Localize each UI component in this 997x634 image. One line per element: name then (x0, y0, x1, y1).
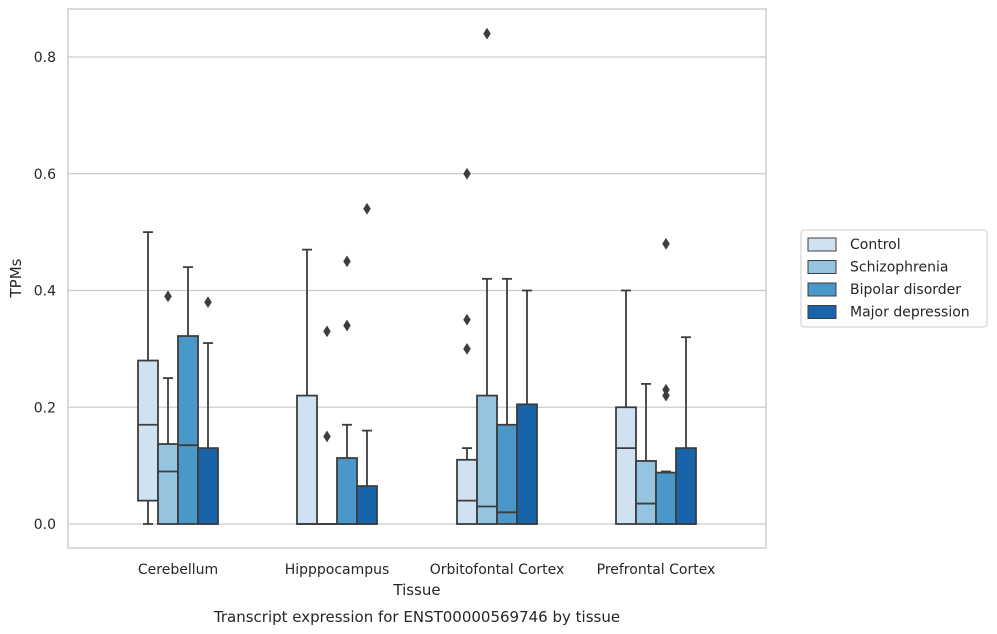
y-tick-label: 0.4 (34, 284, 56, 300)
legend-label: Major depression (850, 305, 970, 321)
outlier-point (483, 27, 491, 40)
box-schizophrenia (476, 27, 498, 525)
y-tick-label: 0.0 (34, 517, 56, 533)
x-tick-label: Hipppocampus (285, 562, 390, 578)
legend-swatch (807, 260, 837, 274)
outlier-point (343, 319, 351, 332)
box-bipolar-disorder (655, 237, 677, 525)
outlier-point (662, 383, 670, 396)
outlier-point (323, 430, 331, 443)
box-bipolar-disorder (177, 266, 199, 525)
y-tick-label: 0.6 (34, 167, 56, 183)
box-body (476, 394, 498, 525)
y-axis-title: TPMs (7, 258, 25, 298)
plot-frame (67, 8, 767, 549)
outlier-point (662, 237, 670, 250)
outlier-point (463, 313, 471, 326)
legend-swatch (807, 282, 837, 297)
x-tick-label: Cerebellum (138, 562, 218, 578)
x-axis-title: Tissue (392, 581, 440, 599)
box-body (635, 460, 657, 525)
y-tick-label: 0.2 (34, 400, 56, 416)
outlier-point (323, 325, 331, 338)
legend-label: Control (850, 237, 901, 253)
box-schizophrenia (316, 325, 338, 525)
y-axis-ticks: 0.0 0.2 0.4 0.6 0.8 (34, 50, 56, 533)
box-body (296, 394, 318, 525)
legend-swatch (807, 237, 837, 252)
box-control (615, 289, 637, 525)
outlier-point (164, 290, 172, 303)
box-body (336, 457, 358, 525)
box-body (197, 447, 219, 525)
box-control (137, 231, 159, 525)
outlier-point (343, 255, 351, 268)
box-control (456, 167, 478, 525)
outlier-point (204, 296, 212, 309)
box-body (177, 335, 199, 525)
legend: Control Schizophrenia Bipolar disorder Majo… (800, 229, 988, 328)
box-major-depression (675, 336, 697, 525)
y-tick-label: 0.8 (34, 50, 56, 66)
legend-label: Schizophrenia (850, 260, 948, 276)
box-body (675, 447, 697, 525)
chart-title: Transcript expression for ENST0000056974… (213, 608, 620, 626)
box-body (456, 458, 478, 525)
outlier-point (463, 342, 471, 355)
box-body (157, 443, 179, 525)
box-body (137, 359, 159, 502)
box-bipolar-disorder (336, 255, 358, 525)
box-body (496, 423, 518, 525)
x-tick-label: Prefrontal Cortex (597, 562, 716, 578)
x-tick-label: Orbitofontal Cortex (430, 562, 565, 578)
legend-frame (800, 229, 988, 328)
box-bipolar-disorder (496, 277, 518, 525)
box-body (655, 471, 677, 525)
box-body (516, 403, 538, 525)
box-plot-series (137, 27, 697, 525)
box-control (296, 248, 318, 525)
box-schizophrenia (635, 382, 657, 525)
box-major-depression (516, 289, 538, 525)
box-body (615, 406, 637, 525)
outlier-point (463, 167, 471, 180)
legend-label: Bipolar disorder (850, 282, 961, 298)
legend-swatch (807, 305, 837, 319)
box-major-depression (197, 296, 219, 525)
x-axis-ticks: Cerebellum Hipppocampus Orbitofontal Corte… (138, 562, 715, 578)
outlier-point (363, 202, 371, 215)
box-body (356, 485, 378, 525)
box-major-depression (356, 202, 378, 525)
